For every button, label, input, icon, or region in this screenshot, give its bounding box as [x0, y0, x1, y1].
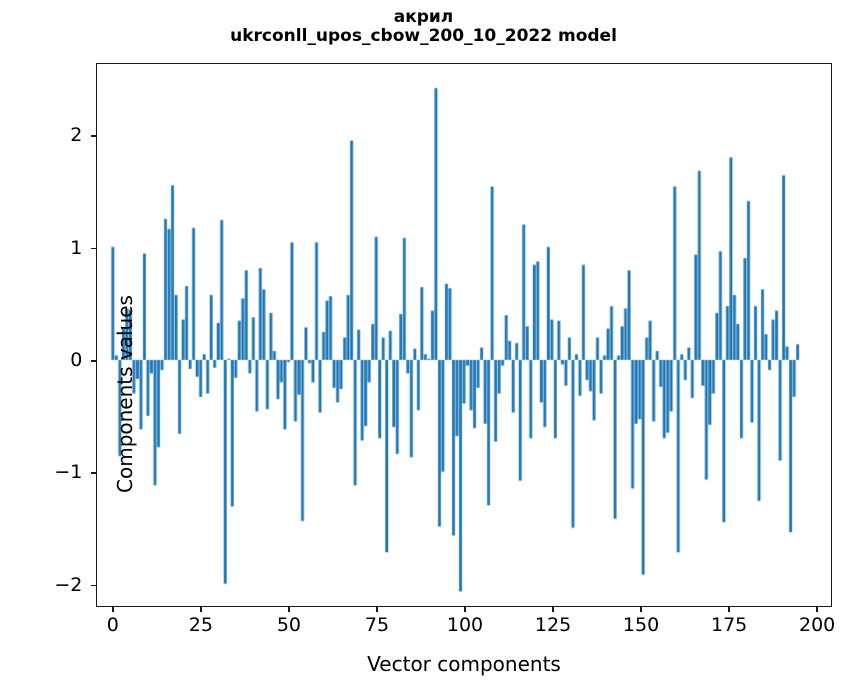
x-tick-label: 125 — [534, 614, 572, 636]
y-tick-mark — [91, 359, 97, 362]
bar-plot-canvas — [97, 64, 831, 606]
x-tick-label: 150 — [622, 614, 660, 636]
x-tick-mark — [200, 606, 202, 612]
y-tick-label: −1 — [54, 461, 83, 484]
chart-title-block: акрил ukrconll_upos_cbow_200_10_2022 mod… — [0, 7, 847, 47]
chart-subtitle: ukrconll_upos_cbow_200_10_2022 model — [230, 26, 617, 47]
x-tick-label: 200 — [799, 614, 836, 636]
x-tick-label: 50 — [276, 614, 302, 636]
y-tick-label: 1 — [70, 236, 83, 259]
x-tick-label: 75 — [364, 614, 390, 636]
y-tick-mark — [91, 135, 97, 137]
y-tick-mark — [91, 247, 97, 250]
chart-title: акрил — [393, 7, 454, 27]
y-tick-label: −2 — [54, 573, 83, 596]
x-tick-mark — [552, 606, 554, 612]
plot-axes: −2 −1 0 1 2 0 25 50 75 100 125 150 175 200 Component… — [54, 63, 835, 636]
x-tick-mark — [816, 606, 818, 612]
x-tick-label: 175 — [710, 614, 748, 636]
y-axis-label: Components values — [113, 295, 137, 493]
y-tick-mark — [91, 472, 97, 474]
x-tick-mark — [288, 606, 290, 612]
y-tick-label: 0 — [70, 348, 83, 371]
x-tick-label: 25 — [188, 614, 213, 636]
x-tick-mark — [728, 606, 730, 612]
x-tick-mark — [112, 606, 114, 612]
x-tick-label: 0 — [106, 614, 119, 636]
x-tick-mark — [376, 606, 378, 612]
y-tick-mark — [91, 584, 97, 587]
x-tick-mark — [640, 606, 642, 612]
x-tick-label: 100 — [446, 614, 484, 636]
y-tick-label: 2 — [70, 124, 83, 147]
x-tick-mark — [464, 606, 466, 612]
x-axis-label: Vector components — [367, 652, 561, 676]
